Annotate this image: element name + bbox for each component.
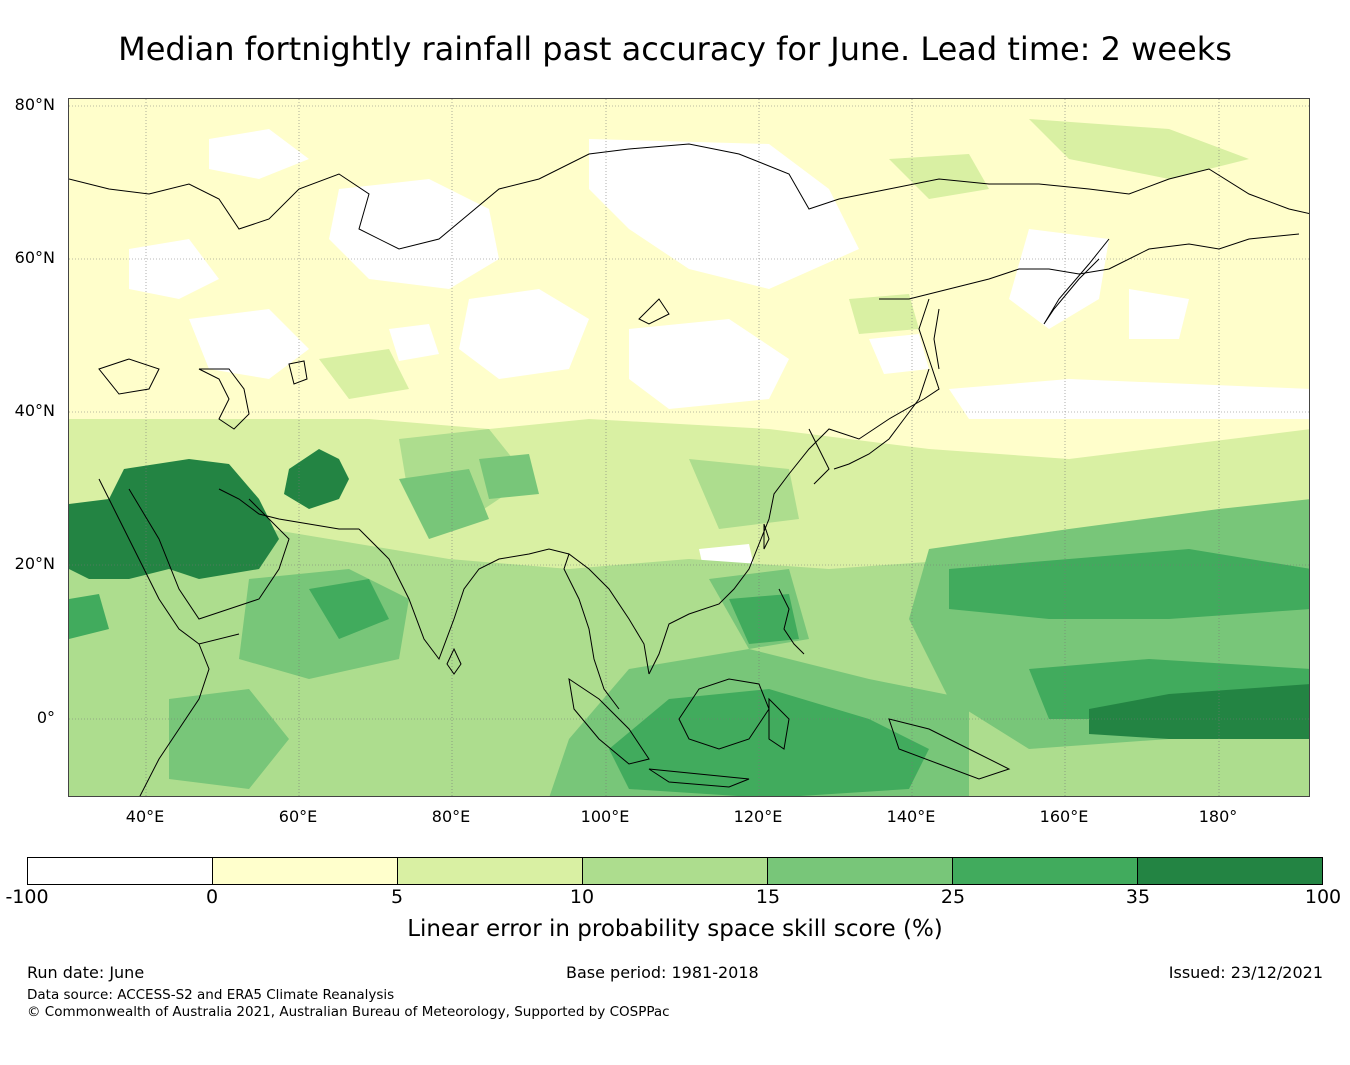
chart-title: Median fortnightly rainfall past accurac… [118,30,1232,68]
colorbar-tick: 100 [1304,886,1342,908]
colorbar-tick: 5 [390,886,404,908]
skill-35-100-regions [69,449,1309,739]
colorbar-segment [213,858,398,884]
colorbar-segment [583,858,768,884]
base-period: Base period: 1981-2018 [566,963,759,982]
lat-label-60n: 60°N [14,248,55,267]
lat-label-20n: 20°N [14,554,55,573]
colorbar-segment [398,858,583,884]
lat-label-0: 0° [36,708,55,727]
issued-date: Issued: 23/12/2021 [1168,963,1323,982]
colorbar-tick: 10 [569,886,595,908]
colorbar-label: Linear error in probability space skill … [407,916,943,942]
lon-label-80e: 80°E [431,807,471,826]
colorbar-tick: 25 [940,886,966,908]
colorbar-tick: 35 [1125,886,1151,908]
lon-label-40e: 40°E [125,807,165,826]
colorbar-segment [28,858,213,884]
lat-label-40n: 40°N [14,401,55,420]
colorbar-tick: 15 [755,886,781,908]
copyright: © Commonwealth of Australia 2021, Austra… [27,1004,670,1020]
coastlines [69,143,1309,796]
colorbar-segment [1138,858,1322,884]
graticule [69,99,1309,796]
lat-label-80n: 80°N [14,95,55,114]
data-source: Data source: ACCESS-S2 and ERA5 Climate … [27,987,395,1003]
lon-label-120e: 120°E [733,807,783,826]
lon-label-180: 180° [1198,807,1238,826]
skill-score-map [68,98,1310,797]
colorbar-segment [953,858,1138,884]
lon-label-60e: 60°E [278,807,318,826]
colorbar-segment [768,858,953,884]
colorbar [27,857,1323,885]
colorbar-tick: 0 [205,886,219,908]
lon-label-140e: 140°E [886,807,936,826]
run-date: Run date: June [27,963,145,982]
lon-label-160e: 160°E [1039,807,1089,826]
colorbar-tick: -100 [5,886,49,908]
lon-label-100e: 100°E [580,807,630,826]
